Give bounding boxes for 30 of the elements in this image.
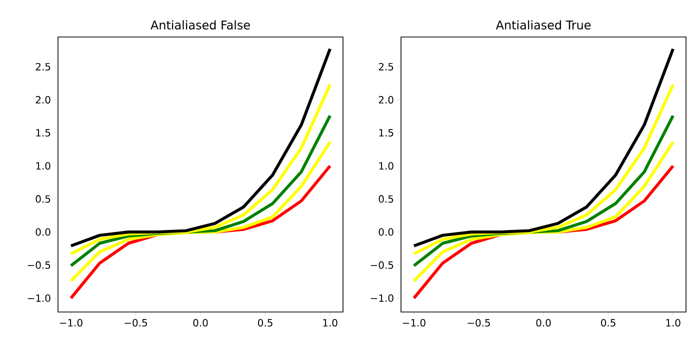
y-tick-label: 1.5 xyxy=(36,129,50,137)
x-tick-label: −1.0 xyxy=(402,319,426,327)
x-tick-label: −0.5 xyxy=(124,319,147,327)
y-tick-label: 2.5 xyxy=(36,62,50,71)
y-tick-label: 1.0 xyxy=(36,162,50,170)
chart-title: Antialiased False xyxy=(150,20,250,30)
y-tick-label: −1.0 xyxy=(370,294,394,302)
y-tick-label: −0.5 xyxy=(28,261,50,269)
y-tick-label: 1.5 xyxy=(379,129,394,137)
line-series xyxy=(69,47,332,248)
x-tick-label: −0.5 xyxy=(468,319,490,327)
y-tick-label: 2.5 xyxy=(378,62,394,71)
y-tick-label: 0.5 xyxy=(378,195,394,203)
y-tick-label: 0.0 xyxy=(36,228,50,236)
y-tick-label: −0.5 xyxy=(370,261,394,269)
x-tick-label: 0.0 xyxy=(536,319,551,327)
y-tick-label: 2.0 xyxy=(36,96,50,104)
line-series xyxy=(412,47,675,248)
x-tick-label: 0.5 xyxy=(258,319,272,327)
x-tick-label: −1.0 xyxy=(60,319,82,327)
y-tick-label: −1.0 xyxy=(28,294,50,302)
x-tick-label: 1.0 xyxy=(666,319,680,327)
y-tick-label: 2.0 xyxy=(378,96,394,104)
x-tick-label: 0.0 xyxy=(193,319,208,327)
y-tick-label: 1.0 xyxy=(379,162,394,170)
y-tick-label: 0.0 xyxy=(378,228,394,236)
chart-title: Antialiased True xyxy=(496,20,591,30)
y-tick-label: 0.5 xyxy=(36,195,50,203)
x-tick-label: 0.5 xyxy=(601,319,616,327)
x-tick-label: 1.0 xyxy=(323,319,338,327)
